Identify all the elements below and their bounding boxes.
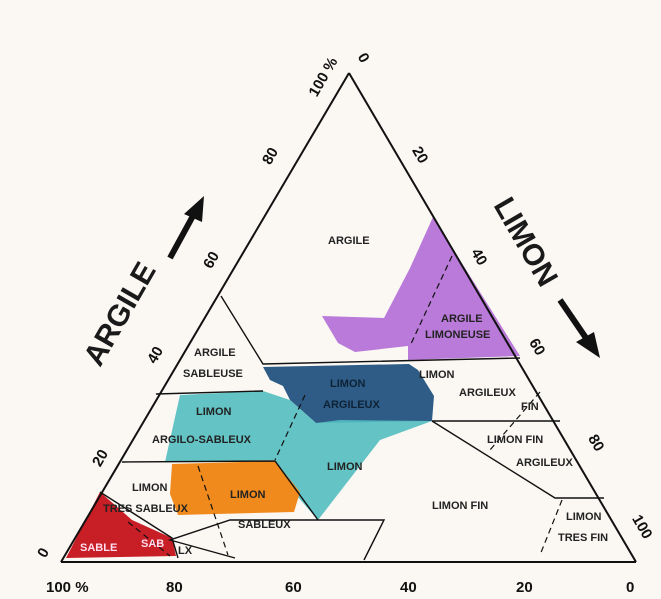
zone-label-limon-sableux-1: LIMON [230, 489, 265, 501]
zone-label-argile-sableuse-2: SABLEUSE [183, 368, 243, 380]
dashed-sable [127, 521, 171, 557]
bottom-tick-0: 0 [626, 579, 634, 596]
zone-label-limon-tres-fin-1: LIMON [566, 511, 601, 523]
zone-label-argile-limoneuse-2: LIMONEUSE [425, 329, 490, 341]
zone-label-sable: SABLE [80, 542, 117, 554]
zone-label-limon-argilo-sableux-1: LIMON [196, 406, 231, 418]
limon-axis-title: LIMON [487, 192, 564, 292]
left-tick-80: 80 [259, 145, 282, 168]
zone-label-limon-fin-argileux-1: LIMON FIN [487, 434, 543, 446]
zone-label-limon-teal: LIMON [327, 461, 362, 473]
boundary-lower-limon [167, 519, 386, 561]
boundary-20-line [121, 460, 319, 521]
zone-label-limon-tres-sableux-2: TRES SABLEUX [103, 503, 189, 515]
zone-label-limon-argileux-fin-2: ARGILEUX [459, 387, 517, 399]
zone-label-argile-sableuse-1: ARGILE [194, 347, 236, 359]
dashed-tres-fin [539, 499, 563, 556]
dashed-argilo-sableux [274, 394, 306, 461]
bottom-tick-60: 60 [285, 579, 302, 596]
right-tick-0: 0 [354, 50, 373, 66]
boundary-sable [99, 491, 179, 559]
bottom-tick-40: 40 [400, 579, 417, 596]
dashed-argileux-fin [489, 391, 541, 451]
zone-label-limon-argileux-fin-3: FIN [521, 401, 539, 413]
zone-label-sable-short: SAB [141, 538, 164, 550]
region-argile-limoneuse [322, 217, 520, 360]
left-tick-40: 40 [144, 344, 167, 367]
zone-label-limon-tres-fin-2: TRES FIN [558, 532, 608, 544]
zone-label-limon-argileux-1: LIMON [330, 378, 365, 390]
zone-label-limon-sableux-2: SABLEUX [238, 519, 291, 531]
triangle-right-edge [348, 72, 637, 563]
right-tick-60: 60 [525, 336, 548, 359]
dashed-sableux [197, 465, 229, 556]
bottom-tick-20: 20 [516, 579, 533, 596]
boundary-40-line [155, 390, 264, 395]
bottom-tick-100: 100 % [46, 579, 89, 596]
right-tick-40: 40 [467, 246, 490, 269]
zone-label-argile-limoneuse-1: ARGILE [441, 313, 483, 325]
boundary-argile-sableuse [220, 295, 521, 365]
left-tick-60: 60 [200, 249, 223, 272]
triangle-left-edge [60, 72, 350, 563]
left-tick-20: 20 [89, 447, 112, 470]
zone-label-limon-argileux-fin-1: LIMON [419, 369, 454, 381]
right-tick-20: 20 [408, 144, 431, 167]
zone-label-lx: LX [178, 545, 193, 557]
zone-label-argile: ARGILE [328, 235, 370, 247]
right-tick-100: 100 [628, 512, 655, 542]
argile-arrow-icon [167, 196, 204, 260]
region-limon-argileux [263, 364, 434, 423]
bottom-tick-80: 80 [166, 579, 183, 596]
right-tick-80: 80 [584, 432, 607, 455]
zone-label-limon-argilo-sableux-2: ARGILO-SABLEUX [152, 434, 252, 446]
zone-label-limon-argileux-2: ARGILEUX [323, 399, 381, 411]
zone-label-limon-fin: LIMON FIN [432, 500, 488, 512]
boundary-limon-fin [431, 420, 604, 499]
zone-label-limon-fin-argileux-2: ARGILEUX [516, 457, 574, 469]
left-tick-0: 0 [34, 545, 53, 561]
region-limon-sableux [170, 461, 300, 515]
left-tick-100: 100 % [305, 54, 341, 99]
limon-arrow-icon [557, 298, 600, 358]
region-limon-argilo-sableux [165, 391, 432, 520]
zone-label-limon-tres-sableux-1: LIMON [132, 482, 167, 494]
dashed-argile-limoneuse [409, 255, 453, 347]
